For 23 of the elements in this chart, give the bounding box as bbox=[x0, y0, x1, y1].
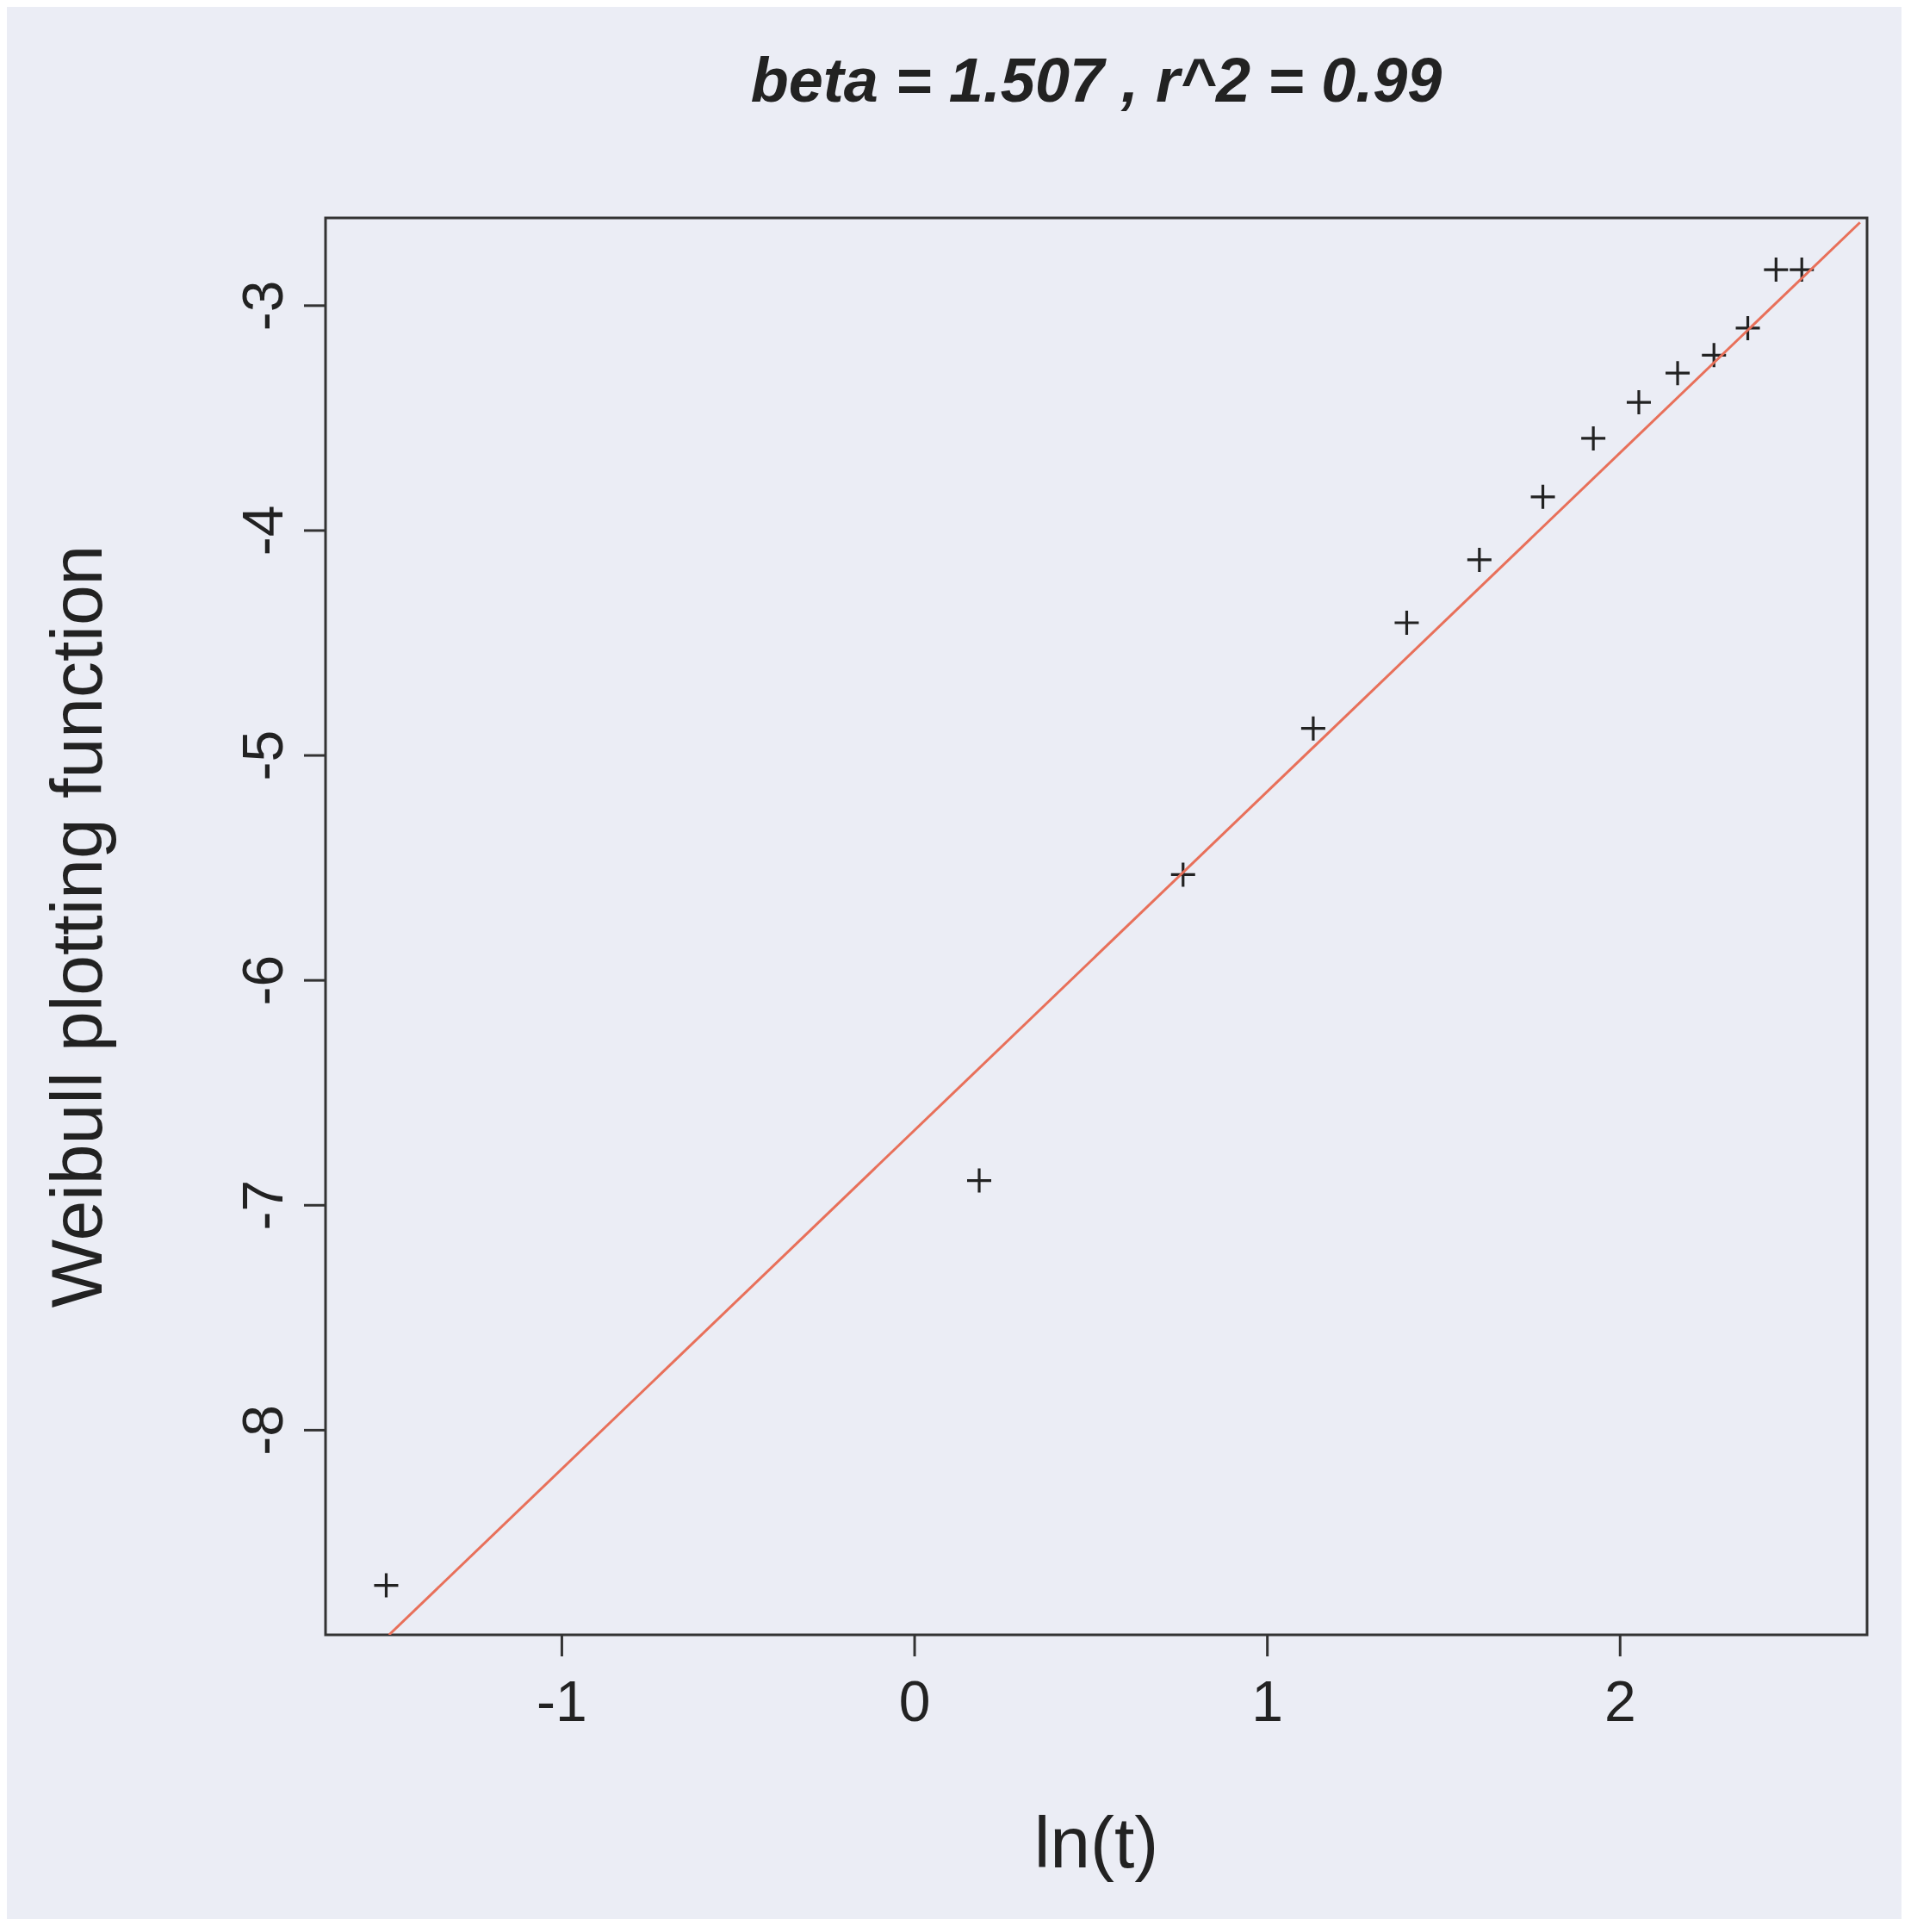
point bbox=[1666, 361, 1691, 386]
point bbox=[1626, 390, 1651, 415]
point bbox=[1467, 547, 1492, 572]
y-tick-label: -6 bbox=[231, 954, 295, 1006]
point bbox=[1764, 258, 1789, 283]
y-axis-title: Weibull plotting function bbox=[36, 544, 117, 1308]
y-tick-label: -4 bbox=[231, 505, 295, 556]
chart-title: beta = 1.507 , r^2 = 0.99 bbox=[750, 46, 1442, 115]
x-axis-title: ln(t) bbox=[1033, 1802, 1159, 1883]
y-tick-label: -3 bbox=[231, 280, 295, 332]
point bbox=[1300, 716, 1325, 741]
point bbox=[374, 1573, 399, 1598]
y-tick-label: -7 bbox=[231, 1179, 295, 1231]
x-tick-label: 1 bbox=[1251, 1669, 1284, 1733]
point bbox=[1581, 426, 1606, 450]
point bbox=[1394, 611, 1419, 635]
x-tick-label: 2 bbox=[1604, 1669, 1636, 1733]
point bbox=[967, 1168, 992, 1193]
x-tick-label: 0 bbox=[898, 1669, 931, 1733]
y-tick-label: -8 bbox=[231, 1405, 295, 1456]
y-tick-label: -5 bbox=[231, 730, 295, 781]
point bbox=[1530, 484, 1555, 509]
x-tick-label: -1 bbox=[537, 1669, 587, 1733]
